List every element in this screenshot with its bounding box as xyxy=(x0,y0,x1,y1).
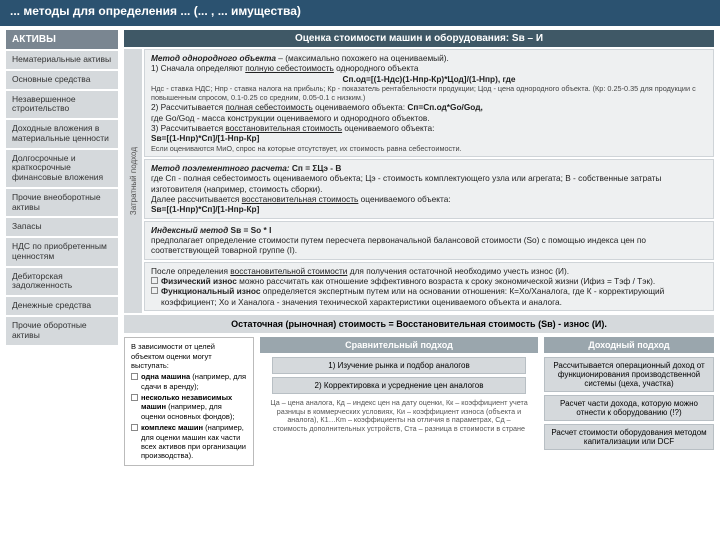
checkbox-icon xyxy=(131,394,138,401)
sidebar-title: АКТИВЫ xyxy=(6,30,118,49)
sidebar-item: Доходные вложения в материальные ценност… xyxy=(6,120,118,148)
comp-step: 1) Изучение рынка и подбор аналогов xyxy=(272,357,526,374)
sidebar-item: НДС по приобретенным ценностям xyxy=(6,238,118,266)
checkbox-icon xyxy=(131,424,138,431)
eval-title-bar: Оценка стоимости машин и оборудования: S… xyxy=(124,30,714,47)
inc-step: Расчет стоимости оборудования методом ка… xyxy=(544,424,714,450)
sidebar: АКТИВЫ Нематериальные активы Основные ср… xyxy=(6,30,118,466)
checkbox-icon xyxy=(131,373,138,380)
page-header: ... методы для определения ... (... , ..… xyxy=(0,0,720,26)
sidebar-item: Нематериальные активы xyxy=(6,51,118,69)
comparative-approach: Сравнительный подход 1) Изучение рынка и… xyxy=(260,337,538,466)
sidebar-item: Дебиторская задолженность xyxy=(6,268,118,296)
income-approach: Доходный подход Рассчитывается операцион… xyxy=(544,337,714,466)
inc-step: Рассчитывается операционный доход от фун… xyxy=(544,357,714,392)
cost-approach-tab: Затратный подход xyxy=(124,49,142,313)
method-element: Метод поэлементного расчета: Сп = ΣЦэ - … xyxy=(144,159,714,219)
sidebar-item: Долгосрочные и краткосрочные финансовые … xyxy=(6,150,118,187)
comp-step: 2) Корректировка и усреднение цен аналог… xyxy=(272,377,526,394)
sidebar-item: Основные средства xyxy=(6,71,118,89)
sidebar-item: Прочие оборотные активы xyxy=(6,317,118,345)
sidebar-item: Прочие внеоборотные активы xyxy=(6,189,118,217)
comp-note: Ца – цена аналога, Кд – индекс цен на да… xyxy=(260,397,538,436)
inc-step: Расчет части дохода, которую можно отнес… xyxy=(544,395,714,421)
sidebar-item: Денежные средства xyxy=(6,297,118,315)
wear-block: После определения восстановительной стои… xyxy=(144,262,714,311)
sidebar-item: Незавершенное строительство xyxy=(6,91,118,119)
residual-formula: Остаточная (рыночная) стоимость = Восста… xyxy=(124,315,714,333)
sidebar-item: Запасы xyxy=(6,218,118,236)
method-homogeneous: Метод однородного объекта – (максимально… xyxy=(144,49,714,157)
method-index: Индексный метод Sв = So * I предполагает… xyxy=(144,221,714,260)
goals-box: В зависимости от целей объектом оценки м… xyxy=(124,337,254,466)
